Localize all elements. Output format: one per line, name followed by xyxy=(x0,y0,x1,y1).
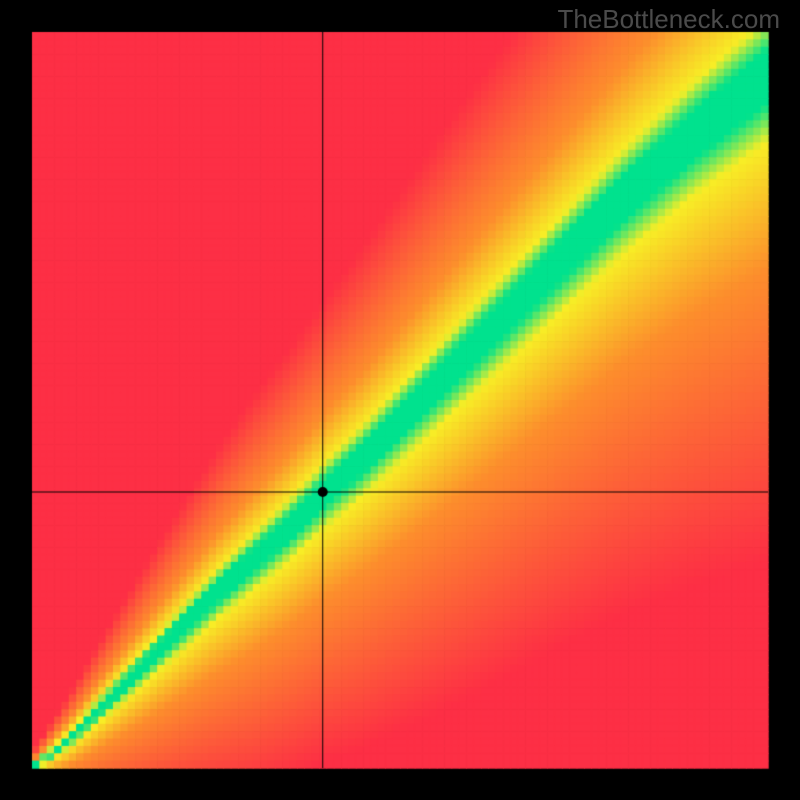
watermark-text: TheBottleneck.com xyxy=(557,4,780,35)
bottleneck-heatmap xyxy=(0,0,800,800)
chart-container: TheBottleneck.com xyxy=(0,0,800,800)
